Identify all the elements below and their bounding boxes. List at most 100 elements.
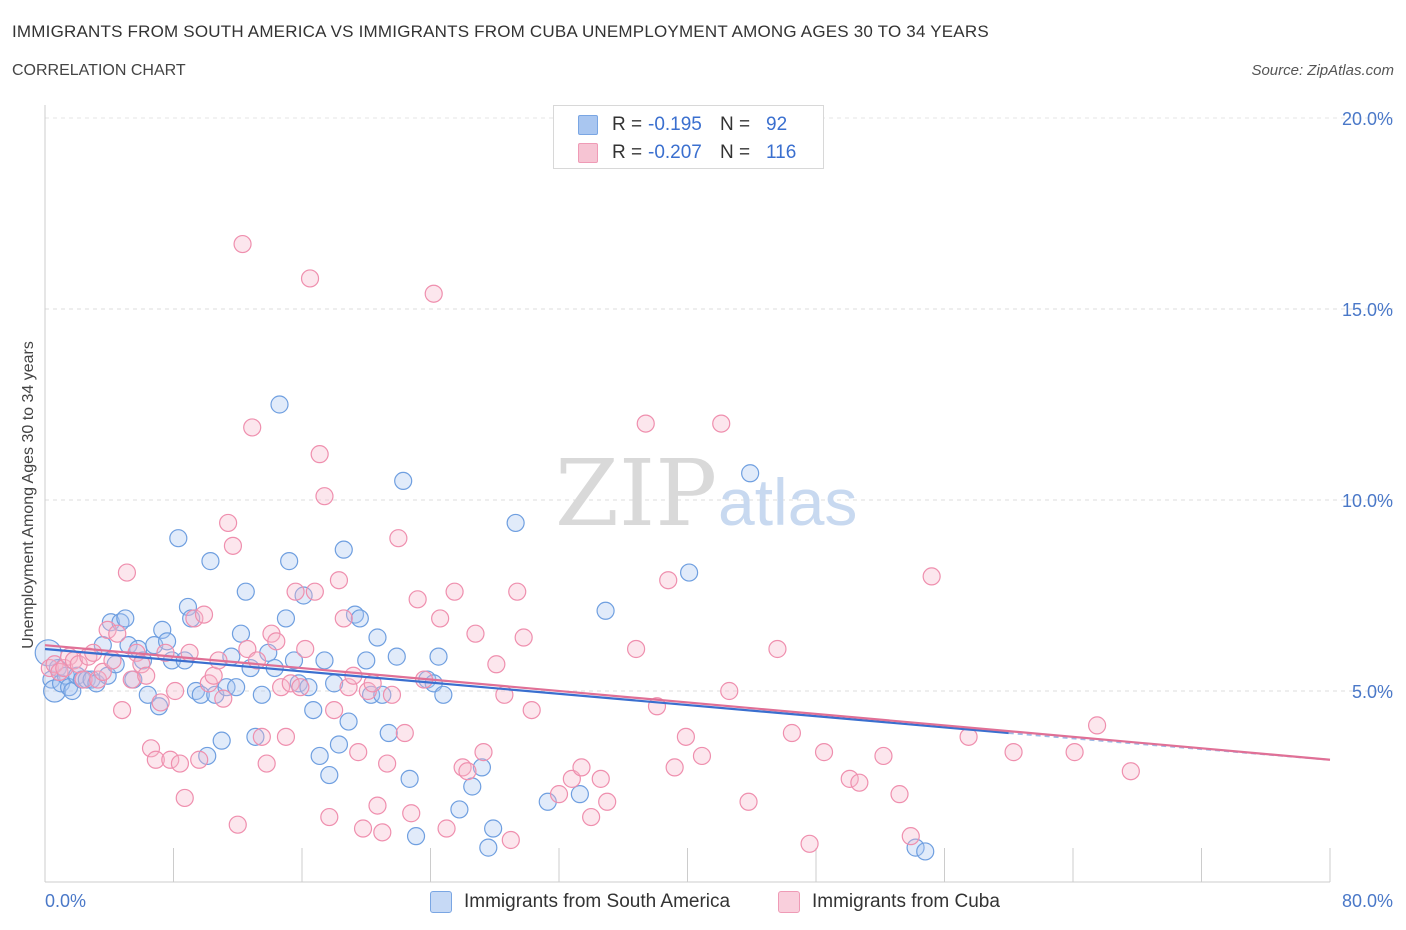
- south-america-point: [429, 647, 448, 666]
- south-america-point: [304, 700, 323, 720]
- south-america-point: [368, 628, 387, 647]
- cuba-point: [665, 758, 684, 777]
- y-tick-label: 15.0%: [1342, 300, 1393, 320]
- south-america-point: [334, 540, 353, 559]
- cuba-point: [445, 582, 464, 601]
- cuba-point: [922, 567, 941, 586]
- cuba-point: [233, 234, 252, 254]
- cuba-point: [768, 639, 787, 659]
- cuba-point: [161, 750, 180, 769]
- cuba-point: [508, 582, 527, 601]
- cuba-point: [474, 743, 493, 762]
- legend-n-value: 92: [766, 114, 788, 135]
- south-america-point: [484, 819, 503, 838]
- cuba-point: [501, 830, 520, 850]
- south-america-point: [217, 678, 236, 697]
- cuba-point: [74, 670, 93, 689]
- south-america-point: [463, 777, 482, 796]
- y-tick-label: 10.0%: [1342, 491, 1393, 511]
- south-america-point: [227, 678, 246, 697]
- south-america-point: [329, 735, 349, 754]
- south-america-point: [284, 651, 304, 670]
- cuba-point: [782, 723, 802, 743]
- cuba-point: [458, 762, 477, 781]
- south-america-point: [178, 597, 198, 617]
- cuba-point: [840, 769, 859, 788]
- south-america-point: [201, 552, 220, 571]
- south-america-point: [450, 800, 469, 819]
- cuba-point: [1087, 716, 1107, 735]
- cuba-point: [408, 590, 427, 609]
- south-america-point: [280, 552, 299, 571]
- trend-line-cuba: [44, 644, 1331, 761]
- cuba-point: [204, 666, 223, 685]
- cuba-point: [402, 804, 421, 823]
- cuba-point: [151, 693, 170, 712]
- south-america-point: [394, 471, 413, 490]
- cuba-point: [549, 785, 569, 804]
- cuba-point: [286, 582, 305, 601]
- cuba-point: [890, 785, 909, 804]
- cuba-point: [334, 609, 353, 628]
- source-credit: Source: ZipAtlas.com: [1251, 62, 1394, 79]
- cuba-point: [339, 678, 358, 697]
- cuba-point: [582, 807, 601, 827]
- cuba-point: [146, 750, 165, 769]
- south-america-point: [472, 758, 491, 777]
- cuba-point: [252, 727, 271, 746]
- cuba-point: [487, 655, 506, 674]
- axes: [44, 105, 1331, 883]
- y-tick-labels: 5.0% 10.0% 15.0% 20.0%: [1342, 109, 1393, 702]
- cuba-point: [257, 754, 276, 773]
- cuba-point: [739, 792, 758, 811]
- cuba-point: [378, 754, 397, 773]
- legend-r-value: -0.207: [648, 142, 702, 163]
- cuba-point: [395, 723, 414, 743]
- legend-r-label: R =: [612, 142, 643, 163]
- cuba-point: [1121, 762, 1140, 781]
- south-america-point: [276, 609, 296, 628]
- y-tick-label: 5.0%: [1352, 682, 1393, 702]
- cuba-point: [214, 689, 233, 708]
- south-america-point: [252, 685, 271, 704]
- cuba-point: [310, 445, 329, 464]
- south-america-point: [406, 827, 426, 846]
- cuba-point: [598, 792, 617, 811]
- cuba-point: [305, 582, 324, 601]
- south-america-point: [906, 838, 925, 857]
- cuba-point: [281, 674, 300, 693]
- legend-row-south-america: R = -0.195 N = 92: [578, 112, 787, 138]
- cuba-point: [122, 670, 141, 689]
- legend-swatch-south-america: [578, 115, 598, 135]
- south-america-point: [479, 838, 498, 857]
- cuba-point: [382, 685, 402, 704]
- cuba-point: [349, 743, 368, 762]
- south-america-point: [379, 723, 398, 743]
- cuba-point: [368, 796, 387, 815]
- cuba-point: [166, 681, 185, 701]
- legend-n-label: N =: [720, 142, 751, 163]
- cuba-point: [194, 605, 214, 624]
- legend-r-value: -0.195: [648, 114, 702, 135]
- cuba-point: [185, 609, 204, 628]
- y-tick-label: 20.0%: [1342, 109, 1393, 129]
- south-america-point: [387, 647, 406, 666]
- cuba-point: [431, 609, 450, 628]
- watermark-zip: ZIP: [555, 440, 717, 547]
- south-america-point: [506, 513, 525, 533]
- cuba-point: [373, 823, 392, 842]
- cuba-point: [223, 536, 243, 555]
- cuba-point: [170, 754, 190, 773]
- cuba-point: [228, 815, 247, 834]
- cuba-point: [291, 678, 310, 697]
- cuba-point: [300, 269, 320, 288]
- south-america-point: [916, 842, 935, 861]
- cuba-point: [514, 628, 533, 647]
- watermark-atlas: atlas: [718, 465, 857, 539]
- south-america-point: [212, 731, 231, 750]
- cuba-point: [591, 769, 610, 788]
- cuba-point: [243, 418, 262, 437]
- cuba-point: [1065, 743, 1084, 762]
- correlation-legend: R = -0.195 N = 92 R = -0.207 N = 116: [553, 105, 824, 169]
